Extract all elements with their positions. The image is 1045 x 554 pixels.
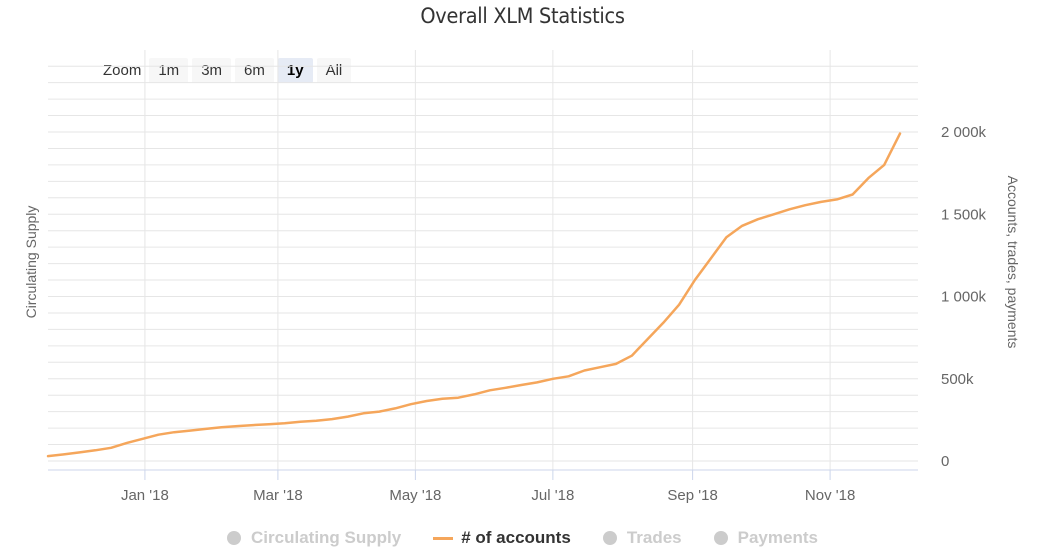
x-tick-label: Mar '18 [253,487,303,504]
x-tick-label: Nov '18 [805,487,855,504]
series-layer [46,132,902,458]
legend-item-circulating-supply[interactable]: Circulating Supply [227,528,401,548]
y-axis-right: 0 500k 1 000k 1 500k 2 000k [941,124,987,470]
legend-item-accounts[interactable]: # of accounts [433,528,571,548]
chart-title: Overall XLM Statistics [420,4,625,28]
legend-label: # of accounts [461,528,571,547]
legend-line-icon [433,536,454,540]
legend-dot-icon [602,531,617,545]
legend-label: Trades [626,528,682,547]
legend-dot-icon [713,531,728,545]
y-tick-label: 1 500k [941,206,987,223]
legend-label: Circulating Supply [251,528,402,547]
y-tick-label: 500k [941,371,974,388]
x-axis: Jan '18 Mar '18 May '18 Jul '18 Sep '18 Nov '… [48,469,918,504]
series-line-accounts[interactable] [46,132,902,458]
legend: Circulating Supply # of accounts Trades … [0,528,1045,548]
zoom-1y-button[interactable]: 1y [277,58,313,83]
chart-plot: Jan '18 Mar '18 May '18 Jul '18 Sep '18 Nov '… [23,50,1021,504]
grid-lines [48,50,918,470]
legend-dot-icon [227,531,242,545]
x-tick-label: May '18 [389,487,441,504]
right-axis-label: Accounts, trades, payments [1005,176,1021,349]
x-tick-label: Sep '18 [667,487,717,504]
legend-label: Payments [737,528,818,547]
left-axis-label: Circulating Supply [23,206,39,319]
x-tick-label: Jan '18 [121,487,169,504]
y-tick-label: 2 000k [941,124,987,141]
x-tick-label: Jul '18 [531,487,574,504]
legend-item-payments[interactable]: Payments [713,528,818,548]
y-tick-label: 0 [941,453,949,470]
y-tick-label: 1 000k [941,289,987,306]
legend-item-trades[interactable]: Trades [602,528,682,548]
